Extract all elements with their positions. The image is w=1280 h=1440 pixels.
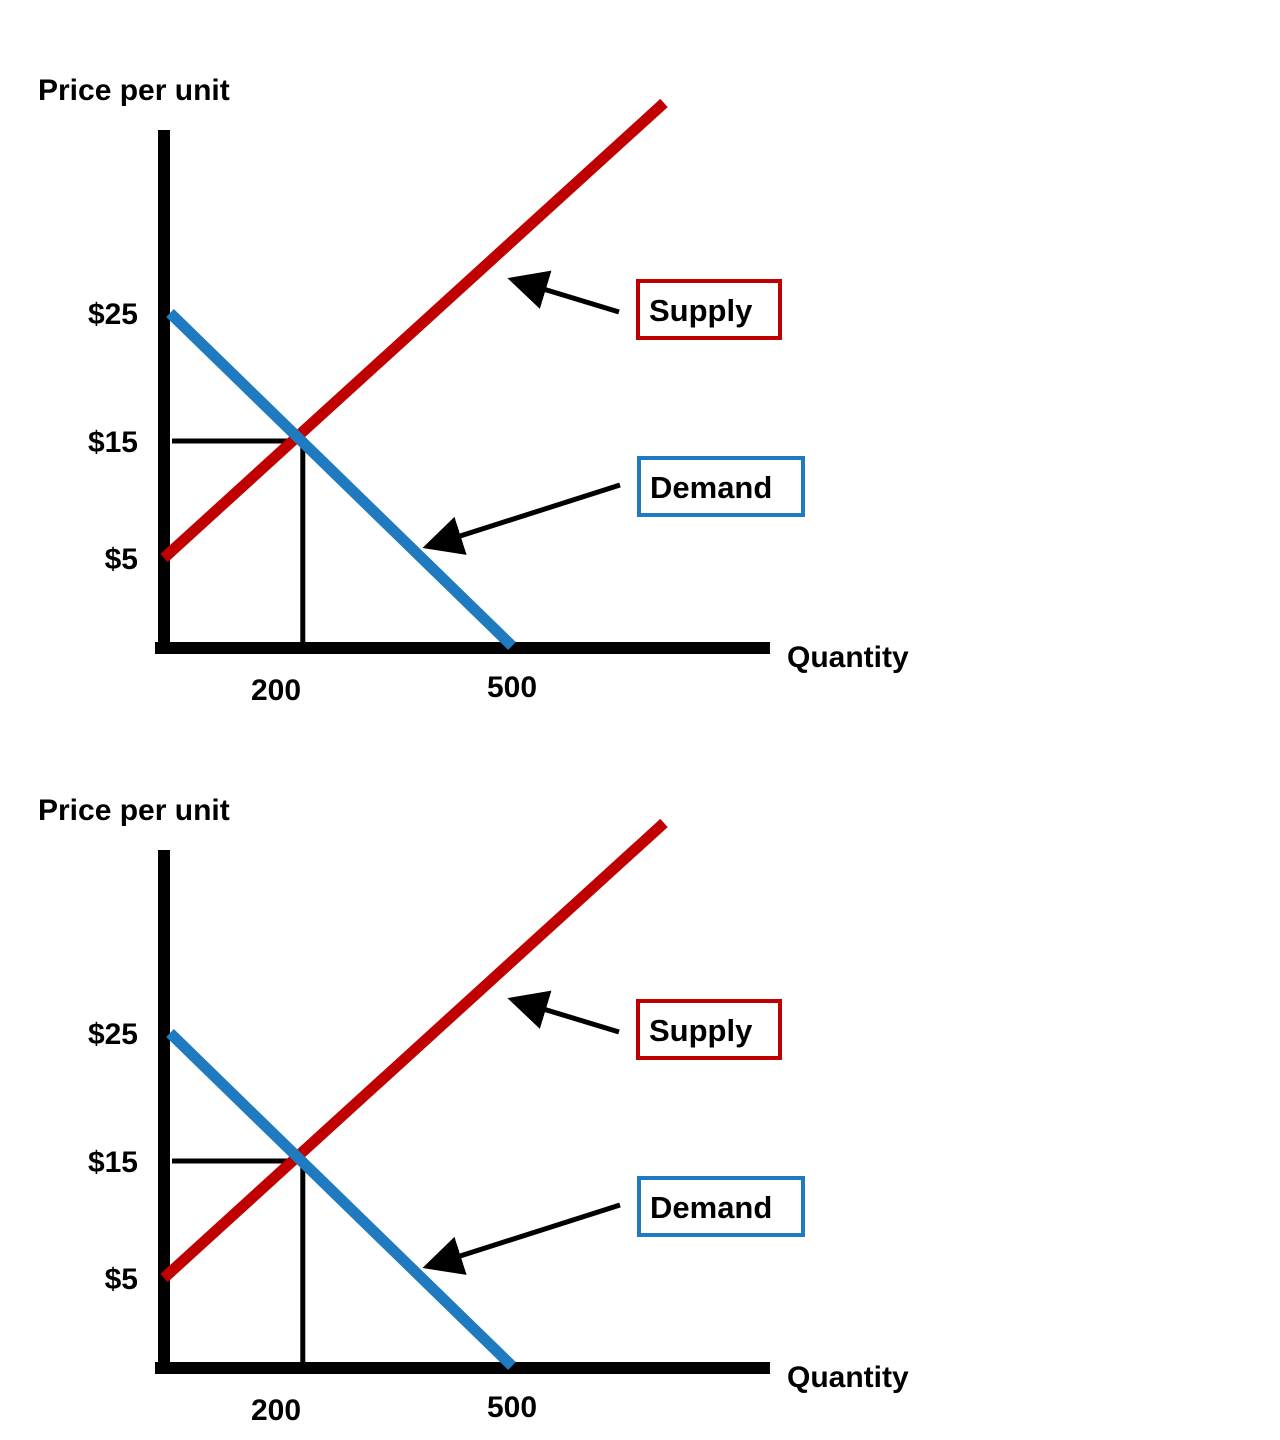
series-line-supply [160,818,668,1283]
chart-1: Price per unit Quantity $25 $15 $5 200 500 Supp… [38,74,909,707]
x-tick-label: 200 [251,1394,301,1427]
y-tick-label: $5 [105,543,138,576]
legend-box [637,456,805,517]
series-line-demand [166,309,516,650]
legend-demand: Demand [422,456,805,555]
x-tick-label: 500 [487,671,537,704]
x-tick-label: 200 [251,674,301,707]
y-tick-label: $25 [88,1018,138,1051]
legend-supply: Supply [507,990,782,1060]
legend-label: Demand [650,470,772,505]
x-axis-label: Quantity [787,641,909,674]
legend-demand: Demand [422,1176,805,1275]
legend-box [636,279,782,340]
y-tick-label: $15 [88,1146,138,1179]
legend-arrow [422,1202,621,1275]
y-axis-label: Price per unit [38,794,230,827]
legend-label: Demand [650,1190,772,1225]
legend-label: Supply [649,293,753,328]
series-line-supply [160,98,668,563]
chart-2: Price per unit Quantity $25 $15 $5 200 500 Supp… [38,794,909,1427]
legend-box [636,999,782,1060]
y-axis-label: Price per unit [38,74,230,107]
legend-box [637,1176,805,1237]
legend-arrow [507,990,620,1035]
legend-arrow [422,482,621,555]
y-tick-label: $5 [105,1263,138,1296]
y-tick-label: $15 [88,426,138,459]
legend-supply: Supply [507,270,782,340]
x-axis-label: Quantity [787,1361,909,1394]
legend-arrow [507,270,620,315]
x-tick-label: 500 [487,1391,537,1424]
legend-label: Supply [649,1013,753,1048]
series-line-demand [166,1029,516,1370]
y-tick-label: $25 [88,298,138,331]
